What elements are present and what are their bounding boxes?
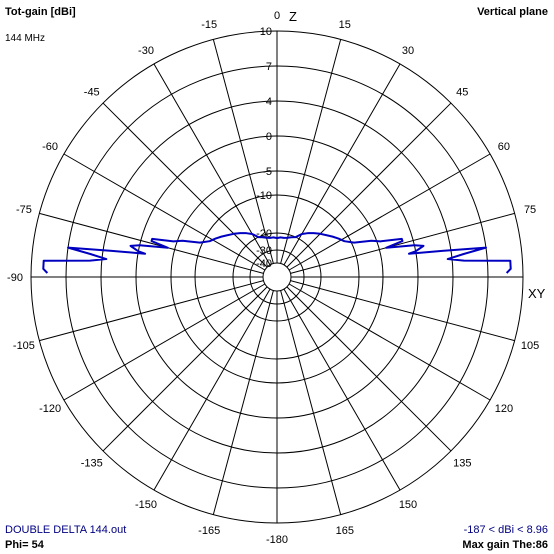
radial-gridline — [39, 212, 264, 274]
radial-gridline — [63, 283, 266, 401]
angle-tick-label: -135 — [81, 457, 103, 469]
frequency-label: 144 MHz — [5, 33, 46, 44]
radial-gridline — [153, 288, 271, 491]
angle-tick-label: 75 — [524, 204, 536, 216]
angle-tick-label: 45 — [456, 87, 468, 99]
angle-tick-label: -60 — [42, 141, 58, 153]
polar-grid — [30, 30, 524, 524]
radial-gridline — [280, 290, 342, 515]
gain-ring-label: 7 — [266, 61, 272, 73]
angle-tick-label: -150 — [135, 499, 157, 511]
max-gain-label: Max gain The:86 — [462, 539, 548, 551]
radial-gridline — [153, 63, 271, 266]
angle-tick-label: 105 — [521, 340, 539, 352]
pattern-series — [42, 232, 512, 274]
radial-gridline — [288, 283, 491, 401]
radial-gridline — [290, 212, 515, 274]
gain-ring-label: 10 — [260, 26, 272, 38]
angle-tick-label: 0 — [274, 10, 280, 22]
radial-gridline — [280, 39, 342, 264]
plane-label: Vertical plane — [477, 6, 548, 18]
angle-tick-label: 135 — [453, 457, 471, 469]
angle-tick-label: 30 — [402, 45, 414, 57]
xy-axis-label: XY — [528, 286, 546, 301]
angle-tick-label: -180 — [266, 534, 288, 546]
radial-gridline — [102, 286, 268, 452]
gain-ring-label: 0 — [266, 131, 272, 143]
angle-tick-label: 15 — [339, 19, 351, 31]
angle-tick-label: -75 — [16, 204, 32, 216]
chart-title: Tot-gain [dBi] — [5, 6, 76, 18]
angle-tick-label: -30 — [138, 45, 154, 57]
radial-gridline — [102, 102, 268, 268]
angle-tick-label: 60 — [498, 141, 510, 153]
gain-ring-label: -30 — [256, 245, 272, 257]
radial-gridline — [212, 290, 274, 515]
radial-gridline — [212, 39, 274, 264]
radial-gridline — [63, 153, 266, 271]
angle-tick-labels: 01530456075105120135150165-180-165-150-1… — [7, 10, 539, 546]
angle-tick-label: -105 — [13, 340, 35, 352]
phi-label: Phi= 54 — [5, 539, 44, 551]
gain-ring-label: 4 — [266, 96, 272, 108]
gain-ring-label: -10 — [256, 190, 272, 202]
angle-tick-label: -165 — [198, 525, 220, 537]
angle-tick-label: -90 — [7, 272, 23, 284]
angle-tick-label: -120 — [39, 403, 61, 415]
radial-gridline — [288, 153, 491, 271]
angle-tick-label: -45 — [84, 87, 100, 99]
pattern-line — [42, 232, 512, 274]
radial-gridline — [283, 288, 401, 491]
radial-gridline — [286, 102, 452, 268]
radial-gridline — [290, 280, 515, 342]
angle-tick-label: -15 — [201, 19, 217, 31]
z-axis-label: Z — [289, 9, 297, 24]
radial-gridline — [286, 286, 452, 452]
angle-tick-label: 150 — [399, 499, 417, 511]
gain-range-label: -187 < dBi < 8.96 — [463, 524, 548, 536]
file-name-label: DOUBLE DELTA 144.out — [5, 524, 127, 536]
angle-tick-label: 120 — [495, 403, 513, 415]
radial-gridline — [283, 63, 401, 266]
gain-ring-label: -40 — [256, 258, 272, 270]
angle-tick-label: 165 — [336, 525, 354, 537]
radial-gridline — [39, 280, 264, 342]
gain-ring-label: -5 — [262, 166, 272, 178]
